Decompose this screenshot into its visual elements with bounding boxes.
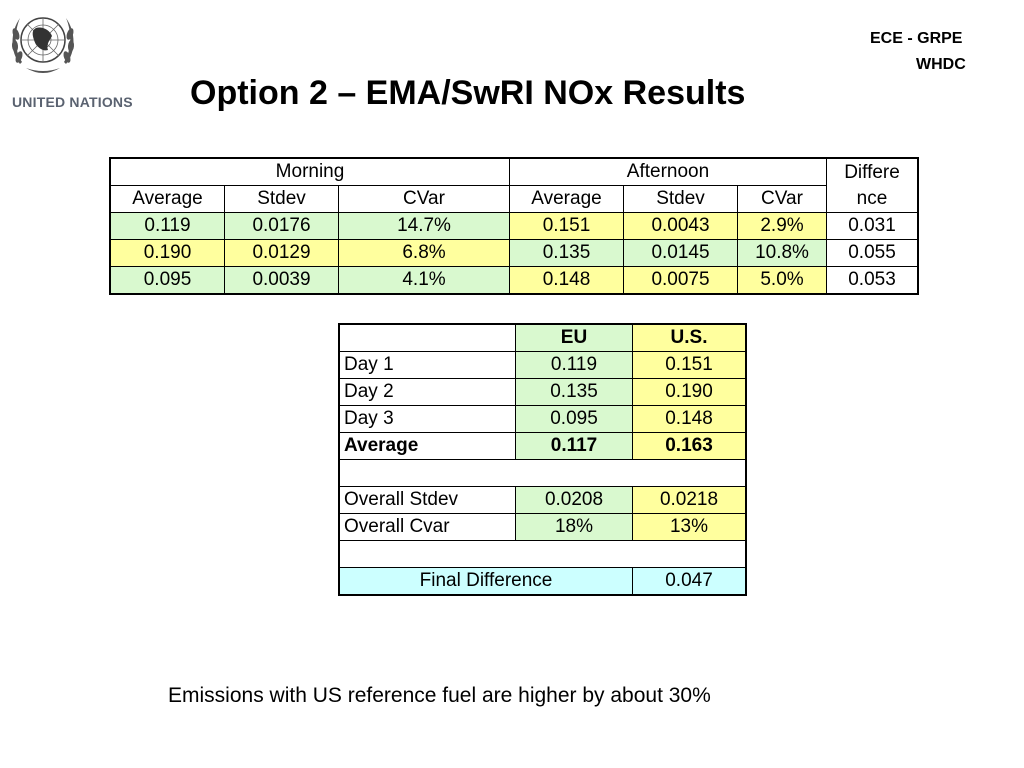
table-cell: 0.053 [826, 266, 919, 295]
table-row: 0.119 0.0176 14.7% 0.151 0.0043 2.9% 0.0… [109, 212, 919, 240]
table-cell: 4.1% [338, 266, 510, 295]
eu-value: 0.119 [515, 351, 633, 379]
table-cell: 0.0043 [623, 212, 738, 240]
whdc-label: WHDC [916, 56, 966, 73]
table-cell: 0.0176 [224, 212, 339, 240]
spacer-cell [338, 540, 747, 568]
table-cell: 0.0145 [623, 239, 738, 267]
subheader-cell: CVar [338, 185, 510, 213]
table-cell: 0.0075 [623, 266, 738, 295]
afternoon-header: Afternoon [509, 157, 827, 186]
row-label: Average [338, 432, 516, 460]
row-label: Day 2 [338, 378, 516, 406]
eu-value: 0.117 [515, 432, 633, 460]
table-cell: 10.8% [737, 239, 827, 267]
table-cell: 0.119 [109, 212, 225, 240]
final-difference-label: Final Difference [338, 567, 633, 596]
footer-note: Emissions with US reference fuel are hig… [168, 684, 711, 707]
table-cell: 0.095 [109, 266, 225, 295]
table-cell: 6.8% [338, 239, 510, 267]
us-value: 0.148 [632, 405, 747, 433]
table-cell: 0.151 [509, 212, 624, 240]
difference-header-line2: nce [856, 187, 888, 209]
table-cell: 0.031 [826, 212, 919, 240]
united-nations-emblem-icon [6, 4, 80, 78]
difference-header-line1: Differe [844, 161, 900, 183]
subheader-cell: Average [509, 185, 624, 213]
table-cell: 0.0039 [224, 266, 339, 295]
header-right-labels: ECE - GRPE WHDC [870, 30, 992, 74]
eu-value: 18% [515, 513, 633, 541]
ece-grpe-label: ECE - GRPE [870, 30, 963, 47]
us-value: 0.163 [632, 432, 747, 460]
table-group-header-row: Morning Afternoon Differe nce [109, 157, 919, 213]
us-value: 0.190 [632, 378, 747, 406]
eu-value: 0.135 [515, 378, 633, 406]
eu-value: 0.095 [515, 405, 633, 433]
subheader-cell: Stdev [224, 185, 339, 213]
difference-header: Differe nce [826, 157, 919, 213]
table-cell: 14.7% [338, 212, 510, 240]
subheader-cell: CVar [737, 185, 827, 213]
table-row: 0.190 0.0129 6.8% 0.135 0.0145 10.8% 0.0… [109, 239, 919, 267]
table-cell: 0.190 [109, 239, 225, 267]
summary-header-row: EU U.S. [338, 323, 747, 352]
average-row: Average 0.117 0.163 [338, 432, 747, 460]
organization-name: UNITED NATIONS [12, 94, 133, 110]
table-cell: 2.9% [737, 212, 827, 240]
morning-afternoon-table: Morning Afternoon Differe nce Average St… [109, 157, 919, 295]
row-label: Overall Stdev [338, 486, 516, 514]
table-row: Day 3 0.095 0.148 [338, 405, 747, 433]
eu-us-summary-table: EU U.S. Day 1 0.119 0.151 Day 2 0.135 0.… [338, 323, 747, 596]
table-subheader-row: Average Stdev CVar Average Stdev CVar [109, 185, 918, 213]
final-difference-row: Final Difference 0.047 [338, 567, 747, 596]
table-cell: 0.0129 [224, 239, 339, 267]
row-label: Overall Cvar [338, 513, 516, 541]
morning-header: Morning [109, 157, 510, 186]
row-label: Day 1 [338, 351, 516, 379]
us-value: 0.0218 [632, 486, 747, 514]
eu-value: 0.0208 [515, 486, 633, 514]
page-title: Option 2 – EMA/SwRI NOx Results [190, 74, 746, 112]
eu-header: EU [515, 323, 633, 352]
table-cell: 0.055 [826, 239, 919, 267]
table-row: 0.095 0.0039 4.1% 0.148 0.0075 5.0% 0.05… [109, 266, 919, 295]
spacer-cell [338, 459, 747, 487]
summary-header-blank [338, 323, 516, 352]
table-cell: 0.135 [509, 239, 624, 267]
subheader-cell: Average [109, 185, 225, 213]
stdev-row: Overall Stdev 0.0208 0.0218 [338, 486, 747, 514]
table-row: Day 1 0.119 0.151 [338, 351, 747, 379]
spacer-row [338, 459, 747, 487]
us-value: 0.151 [632, 351, 747, 379]
table-cell: 0.148 [509, 266, 624, 295]
spacer-row [338, 540, 747, 568]
cvar-row: Overall Cvar 18% 13% [338, 513, 747, 541]
table-row: Day 2 0.135 0.190 [338, 378, 747, 406]
subheader-cell: Stdev [623, 185, 738, 213]
row-label: Day 3 [338, 405, 516, 433]
final-difference-value: 0.047 [632, 567, 747, 596]
us-value: 13% [632, 513, 747, 541]
us-header: U.S. [632, 323, 747, 352]
table-cell: 5.0% [737, 266, 827, 295]
